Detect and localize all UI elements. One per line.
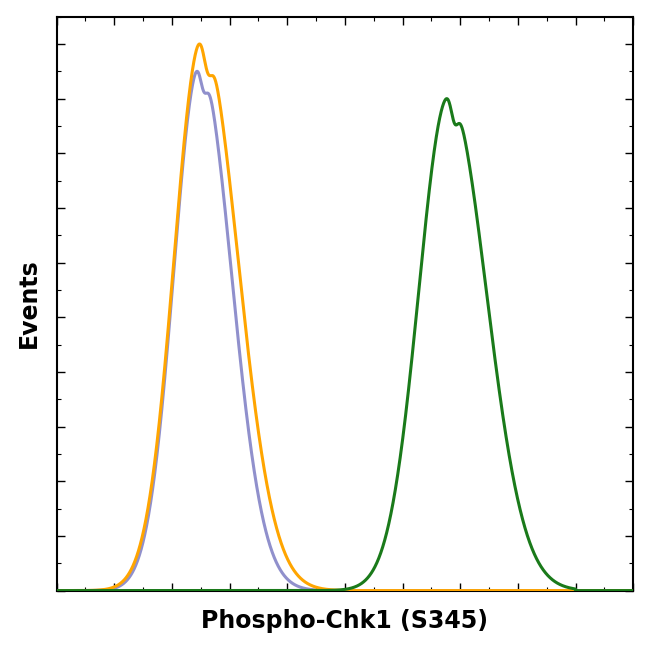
X-axis label: Phospho-Chk1 (S345): Phospho-Chk1 (S345) — [202, 609, 489, 633]
Y-axis label: Events: Events — [17, 259, 41, 348]
